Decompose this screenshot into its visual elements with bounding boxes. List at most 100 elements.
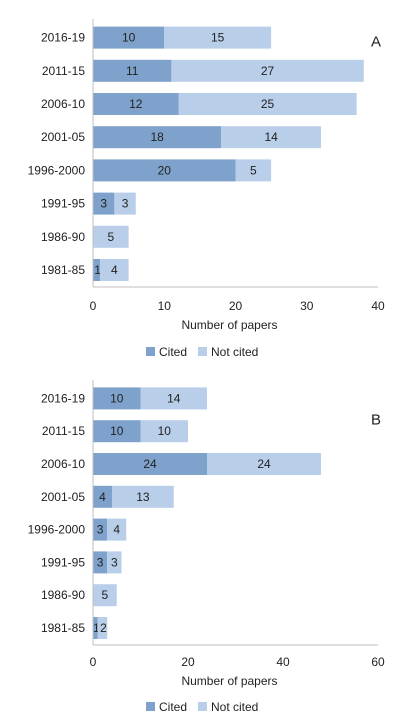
bar-cited	[93, 126, 222, 149]
bar-not-cited	[107, 518, 127, 541]
bar-not-cited	[221, 126, 321, 149]
category-label: 2001-05	[41, 130, 85, 144]
x-tick-label: 60	[371, 655, 385, 669]
legend-label: Not cited	[211, 700, 258, 714]
bar-not-cited	[171, 59, 364, 82]
bar-cited	[93, 26, 165, 49]
data-label: 10	[122, 31, 136, 45]
bar-not-cited	[93, 225, 129, 248]
x-axis-title: Number of papers	[181, 674, 277, 688]
bar-not-cited	[235, 159, 272, 182]
category-label: 1996-2000	[28, 163, 86, 177]
x-tick-label: 40	[371, 299, 385, 313]
bar-cited	[93, 617, 98, 639]
panel-label: A	[371, 34, 381, 51]
x-tick-label: 20	[181, 655, 195, 669]
data-label: 4	[111, 263, 118, 277]
data-label: 5	[102, 588, 109, 602]
data-label: 14	[264, 130, 278, 144]
category-label: 2001-05	[41, 490, 85, 504]
bar-cited	[93, 192, 115, 215]
data-label: 3	[122, 197, 129, 211]
data-label: 20	[158, 163, 172, 177]
legend: Cited Not cited	[146, 700, 258, 714]
x-tick-label: 30	[300, 299, 314, 313]
bar-not-cited	[114, 192, 136, 215]
bar-cited	[93, 453, 207, 475]
category-label: 1981-85	[41, 621, 85, 635]
bar-not-cited	[93, 584, 117, 607]
bar-not-cited	[97, 617, 108, 639]
bar-cited	[93, 518, 108, 541]
data-label: 14	[167, 391, 181, 405]
category-label: 2016-19	[41, 391, 85, 405]
bar-not-cited	[100, 259, 129, 281]
x-tick-label: 0	[90, 299, 97, 313]
legend: Cited Not cited	[146, 345, 258, 359]
data-label: 3	[97, 523, 104, 537]
data-label: 10	[110, 424, 124, 438]
data-label: 1	[93, 621, 100, 635]
legend-label: Cited	[159, 700, 187, 714]
category-label: 1991-95	[41, 555, 85, 569]
bar-cited	[93, 93, 179, 115]
category-label: 1981-85	[41, 263, 85, 277]
legend-label: Cited	[159, 345, 187, 359]
data-label: 3	[97, 555, 104, 569]
panel-label: B	[371, 412, 381, 429]
data-label: 24	[257, 457, 271, 471]
data-label: 27	[261, 64, 275, 78]
data-label: 3	[100, 197, 107, 211]
legend-label: Not cited	[211, 345, 258, 359]
bar-not-cited	[140, 387, 207, 410]
bar-cited	[93, 59, 172, 82]
bar-cited	[93, 259, 101, 281]
data-label: 4	[113, 523, 120, 537]
category-label: 2011-15	[42, 64, 85, 78]
category-label: 2006-10	[41, 457, 85, 471]
category-label: 2011-15	[42, 424, 85, 438]
bar-not-cited	[140, 420, 188, 443]
legend-swatch-not-cited	[198, 702, 207, 711]
legend-swatch-cited	[146, 347, 155, 356]
legend-swatch-not-cited	[198, 347, 207, 356]
data-label: 24	[143, 457, 157, 471]
category-label: 1996-2000	[28, 523, 86, 537]
category-label: 2006-10	[41, 97, 85, 111]
bar-not-cited	[178, 93, 357, 115]
category-label: 1986-90	[41, 230, 85, 244]
data-label: 1	[94, 263, 101, 277]
bar-cited	[93, 551, 108, 574]
legend-swatch-cited	[146, 702, 155, 711]
x-tick-label: 10	[158, 299, 172, 313]
category-label: 2016-19	[41, 31, 85, 45]
data-label: 12	[129, 97, 143, 111]
data-label: 13	[136, 490, 150, 504]
x-axis-title: Number of papers	[181, 318, 277, 332]
data-label: 18	[150, 130, 164, 144]
bar-not-cited	[107, 551, 122, 574]
x-tick-label: 40	[276, 655, 290, 669]
data-label: 15	[211, 31, 225, 45]
data-label: 5	[107, 230, 114, 244]
x-tick-label: 20	[229, 299, 243, 313]
data-label: 11	[126, 64, 139, 78]
data-label: 10	[158, 424, 172, 438]
bar-cited	[93, 387, 141, 410]
bar-cited	[93, 159, 236, 182]
bar-not-cited	[207, 453, 321, 475]
data-label: 25	[261, 97, 275, 111]
x-tick-label: 0	[90, 655, 97, 669]
bar-not-cited	[112, 485, 174, 508]
data-label: 2	[100, 621, 107, 635]
category-label: 1986-90	[41, 588, 85, 602]
data-label: 5	[250, 163, 257, 177]
bar-cited	[93, 420, 141, 443]
data-label: 4	[99, 490, 106, 504]
bar-cited	[93, 485, 112, 508]
category-label: 1991-95	[41, 197, 85, 211]
data-label: 10	[110, 391, 124, 405]
